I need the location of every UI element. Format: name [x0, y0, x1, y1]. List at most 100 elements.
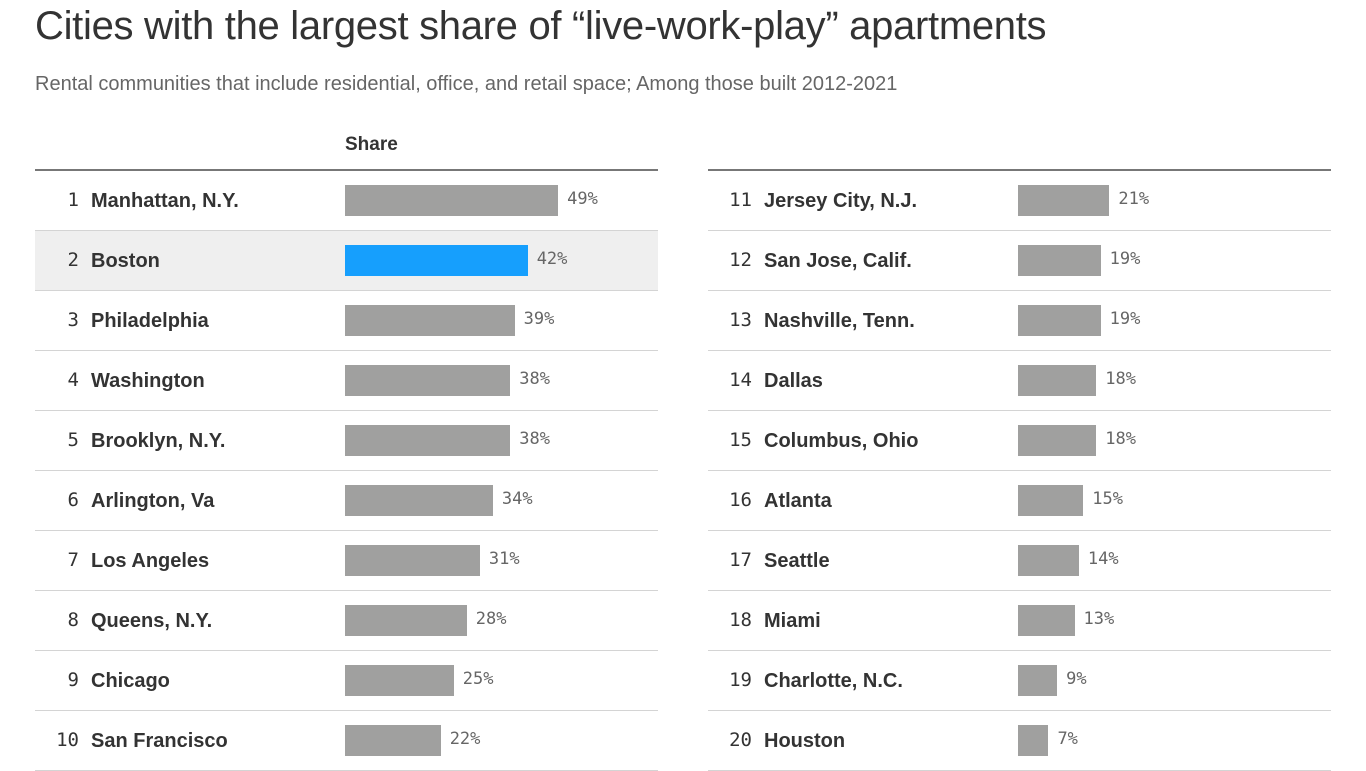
share-bar [1018, 425, 1097, 456]
share-value-label: 18% [1105, 429, 1137, 449]
table-row: 5 Brooklyn, N.Y. 38% [35, 411, 658, 471]
share-bar [345, 365, 511, 396]
table-row: 17 Seattle 14% [708, 531, 1331, 591]
city-name: Miami [764, 610, 821, 632]
rank-number: 3 [67, 309, 79, 331]
rank-number: 10 [56, 729, 79, 751]
rank-number: 19 [729, 669, 752, 691]
share-value-label: 28% [475, 609, 507, 629]
rank-number: 12 [729, 249, 752, 271]
city-name: Boston [91, 250, 160, 272]
share-bar [345, 545, 480, 576]
share-value-label: 9% [1066, 669, 1087, 689]
city-name: Atlanta [764, 490, 832, 512]
share-bar [345, 185, 559, 216]
rank-number: 16 [729, 489, 752, 511]
rank-number: 6 [67, 489, 79, 511]
table-row: 3 Philadelphia 39% [35, 291, 658, 351]
share-bar [1018, 605, 1075, 636]
city-name: Philadelphia [91, 310, 209, 332]
city-name: Jersey City, N.J. [764, 190, 918, 212]
rank-number: 1 [67, 189, 79, 211]
table-row: 14 Dallas 18% [708, 351, 1331, 411]
rank-number: 7 [67, 549, 79, 571]
rank-number: 18 [729, 609, 752, 631]
rank-number: 9 [67, 669, 79, 691]
share-bar [345, 725, 441, 756]
share-value-label: 25% [462, 669, 494, 689]
share-bar [345, 605, 467, 636]
city-name: Houston [764, 730, 846, 752]
ranking-table-left: 1 Manhattan, N.Y. 49% 2 Boston 42% 3 Philadelph… [35, 169, 658, 771]
share-bar [1018, 245, 1101, 276]
city-name: Queens, N.Y. [91, 610, 213, 632]
rank-number: 2 [67, 249, 79, 271]
share-value-label: 13% [1083, 609, 1115, 629]
chart-subtitle: Rental communities that include resident… [35, 73, 898, 95]
rank-number: 17 [729, 549, 752, 571]
share-bar [1018, 485, 1084, 516]
rank-number: 13 [729, 309, 752, 331]
city-name: Nashville, Tenn. [764, 310, 915, 332]
table-row: 2 Boston 42% [35, 231, 658, 291]
share-value-label: 42% [536, 249, 568, 269]
table-row: 1 Manhattan, N.Y. 49% [35, 171, 658, 231]
share-value-label: 22% [449, 729, 481, 749]
share-bar [345, 245, 528, 276]
ranking-table-right: 11 Jersey City, N.J. 21% 12 San Jose, Calif.… [708, 169, 1331, 771]
share-bar [1018, 365, 1097, 396]
share-value-label: 34% [501, 489, 533, 509]
table-row: 6 Arlington, Va 34% [35, 471, 658, 531]
share-value-label: 31% [488, 549, 520, 569]
rank-number: 4 [67, 369, 79, 391]
share-bar [345, 665, 454, 696]
share-value-label: 15% [1092, 489, 1123, 509]
rank-number: 5 [67, 429, 79, 451]
share-bar [1018, 305, 1101, 336]
table-row: 13 Nashville, Tenn. 19% [708, 291, 1331, 351]
table-row: 18 Miami 13% [708, 591, 1331, 651]
table-row: 11 Jersey City, N.J. 21% [708, 171, 1331, 231]
table-row: 10 San Francisco 22% [35, 711, 658, 771]
share-value-label: 38% [519, 429, 551, 449]
city-name: Washington [91, 370, 205, 392]
share-value-label: 14% [1087, 549, 1119, 569]
share-value-label: 7% [1057, 729, 1078, 749]
city-name: San Francisco [91, 730, 228, 752]
share-value-label: 39% [523, 309, 555, 329]
share-value-label: 18% [1105, 369, 1137, 389]
chart-title: Cities with the largest share of “live-w… [35, 4, 1047, 48]
share-value-label: 19% [1109, 249, 1141, 269]
table-row: 8 Queens, N.Y. 28% [35, 591, 658, 651]
city-name: Arlington, Va [91, 490, 215, 512]
share-bar [1018, 545, 1079, 576]
city-name: San Jose, Calif. [764, 250, 912, 272]
city-name: Manhattan, N.Y. [91, 190, 239, 212]
table-row: 16 Atlanta 15% [708, 471, 1331, 531]
share-bar [1018, 725, 1049, 756]
share-column-header: Share [345, 134, 398, 155]
share-value-label: 21% [1118, 189, 1150, 209]
rank-number: 8 [67, 609, 79, 631]
share-bar [1018, 665, 1058, 696]
city-name: Seattle [764, 550, 830, 572]
share-bar [345, 485, 493, 516]
share-value-label: 38% [519, 369, 551, 389]
table-row: 4 Washington 38% [35, 351, 658, 411]
city-name: Chicago [91, 670, 170, 692]
table-row: 12 San Jose, Calif. 19% [708, 231, 1331, 291]
share-value-label: 19% [1109, 309, 1141, 329]
rank-number: 20 [729, 729, 752, 751]
share-bar [345, 305, 515, 336]
table-row: 15 Columbus, Ohio 18% [708, 411, 1331, 471]
city-name: Dallas [764, 370, 823, 392]
table-row: 7 Los Angeles 31% [35, 531, 658, 591]
rank-number: 15 [729, 429, 752, 451]
city-name: Columbus, Ohio [764, 430, 919, 452]
rank-number: 14 [729, 369, 752, 391]
rank-number: 11 [729, 189, 752, 211]
city-name: Brooklyn, N.Y. [91, 430, 226, 452]
table-row: 20 Houston 7% [708, 711, 1331, 771]
share-value-label: 49% [567, 189, 598, 209]
share-bar [1018, 185, 1110, 216]
